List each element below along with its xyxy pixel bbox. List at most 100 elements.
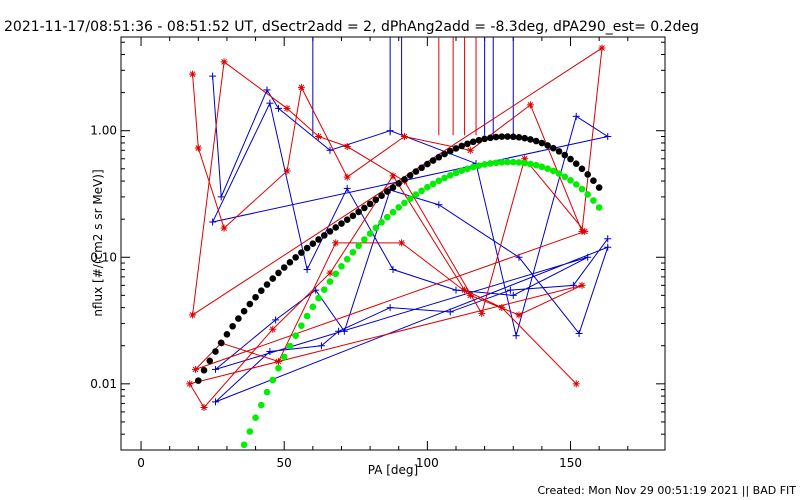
data-point [272,316,280,324]
data-point [283,167,291,175]
data-point [418,164,425,172]
data-point [338,263,345,270]
data-point [544,165,551,172]
data-point [269,376,277,384]
data-point [561,151,569,159]
data-point [209,72,217,80]
data-point [401,199,408,207]
data-point [200,404,208,412]
data-point [526,101,534,109]
data-point [315,236,322,243]
data-point [527,160,534,168]
data-point [263,388,271,396]
data-point [469,163,477,171]
data-point [298,322,305,329]
data-point [269,325,277,333]
data-point [590,177,597,184]
data-point [400,132,408,140]
data-point [309,303,317,311]
x-axis-label: PA [deg] [368,463,418,477]
data-point [343,173,351,181]
series-layer [186,37,612,449]
data-point [458,167,466,175]
data-point [604,132,612,140]
data-point [220,58,228,66]
data-point [326,228,334,235]
y-axis-label: nflux [#/(cm2 s sr MeV)] [91,169,105,316]
data-point [469,138,477,146]
data-point [389,208,397,216]
data-point [544,142,551,149]
data-point [274,104,282,112]
data-point [515,311,523,319]
data-point [498,304,506,312]
data-point [338,220,345,227]
data-point [211,398,219,406]
data-point [189,70,197,78]
data-point [395,204,403,211]
data-point [406,172,414,179]
data-point [478,309,486,317]
data-point [481,161,488,168]
data-point [366,230,374,237]
data-point [206,357,214,365]
data-point [383,188,391,195]
data-point [487,160,494,167]
data-point [266,99,274,107]
data-point [512,332,520,340]
data-point [504,133,511,140]
data-point [280,353,288,361]
data-point [269,275,277,282]
data-point [252,414,259,421]
data-point [303,244,311,252]
data-point [246,300,254,308]
data-point [389,172,397,180]
data-point [498,158,506,166]
data-point [355,208,362,216]
x-tick-label: 100 [416,456,439,470]
data-point [595,204,603,211]
data-point [361,204,368,212]
data-point [366,200,374,208]
data-point [189,311,197,319]
data-point [538,163,546,171]
data-point [521,134,529,142]
data-point [317,342,325,350]
series-4 [240,158,603,449]
data-point [349,249,357,256]
data-point [492,159,500,167]
series-2 [186,37,606,412]
data-point [194,144,202,152]
data-point [263,86,271,94]
data-point [332,270,340,278]
data-point [461,286,469,294]
data-point [252,293,259,301]
data-point [401,176,408,183]
data-point [211,365,219,373]
chart-title: 2021-11-17/08:51:36 - 08:51:52 UT, dSect… [4,19,699,35]
data-point [578,165,586,173]
data-point [435,177,443,185]
data-point [315,132,323,140]
data-point [332,239,340,247]
data-point [572,181,580,188]
data-point [326,146,334,154]
data-point [487,134,494,142]
data-point [538,139,546,147]
footer-text: Created: Mon Nov 29 00:51:19 2021 || BAD… [537,484,796,497]
data-point [246,428,254,435]
data-point [292,254,299,261]
data-point [492,133,500,141]
data-point [200,366,208,374]
data-point [464,140,471,148]
data-point [509,291,517,299]
data-point [590,197,597,204]
data-point [452,145,460,152]
data-point [286,259,294,266]
data-point [212,348,219,355]
data-point [550,144,557,152]
data-point [274,358,282,366]
data-point [475,162,483,169]
data-point [446,308,454,316]
data-point [389,266,397,274]
